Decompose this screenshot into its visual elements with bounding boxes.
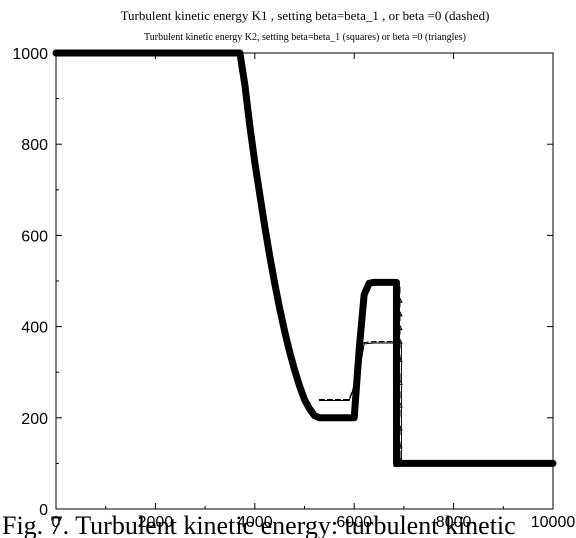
triangle-marker bbox=[394, 421, 403, 431]
triangle-marker bbox=[394, 335, 403, 344]
plot-area bbox=[52, 49, 557, 510]
y-tick-label: 1000 bbox=[12, 46, 48, 63]
marker-layer bbox=[393, 286, 403, 467]
y-tick-label: 400 bbox=[21, 320, 48, 337]
series-line-2 bbox=[318, 342, 405, 464]
x-tick-label: 2000 bbox=[138, 514, 174, 531]
triangle-marker bbox=[394, 376, 403, 385]
y-tick-label: 600 bbox=[21, 228, 48, 245]
triangle-marker bbox=[394, 294, 403, 303]
x-axis: 0 2000 4000 6000 8000 10000 bbox=[52, 53, 576, 531]
series-line-1 bbox=[318, 341, 400, 464]
square-marker bbox=[393, 286, 401, 294]
triangle-marker bbox=[394, 307, 403, 317]
chart-title: Turbulent kinetic energy K1 , setting be… bbox=[121, 8, 490, 23]
series-line-0 bbox=[52, 49, 557, 467]
triangle-marker bbox=[394, 440, 403, 449]
square-marker bbox=[393, 427, 401, 435]
x-tick-label: 6000 bbox=[336, 514, 372, 531]
figure-caption: Fig. 7. Turbulent kinetic energy: turbul… bbox=[2, 511, 516, 538]
x-tick-label: 4000 bbox=[237, 514, 273, 531]
triangle-marker bbox=[394, 321, 403, 331]
plot-frame bbox=[55, 52, 554, 510]
triangle-marker bbox=[394, 453, 403, 463]
chart-subtitle: Turbulent kinetic energy K2, setting bet… bbox=[144, 32, 466, 43]
y-tick-label: 800 bbox=[21, 137, 48, 154]
square-marker bbox=[393, 341, 401, 349]
y-tick-label: 200 bbox=[21, 411, 48, 428]
triangle-marker bbox=[394, 399, 403, 408]
square-marker bbox=[393, 391, 401, 399]
square-marker bbox=[393, 459, 401, 467]
series-layer bbox=[52, 49, 557, 467]
triangle-marker bbox=[394, 353, 403, 363]
x-tick-label: 0 bbox=[52, 514, 61, 531]
square-marker bbox=[393, 313, 401, 321]
square-marker bbox=[393, 300, 401, 308]
square-marker bbox=[393, 327, 401, 335]
y-axis: 0 200 400 600 800 1000 bbox=[12, 46, 553, 519]
x-tick-label: 10000 bbox=[531, 514, 576, 531]
square-marker bbox=[393, 409, 401, 417]
y-tick-label: 0 bbox=[39, 502, 48, 519]
x-tick-label: 8000 bbox=[436, 514, 472, 531]
